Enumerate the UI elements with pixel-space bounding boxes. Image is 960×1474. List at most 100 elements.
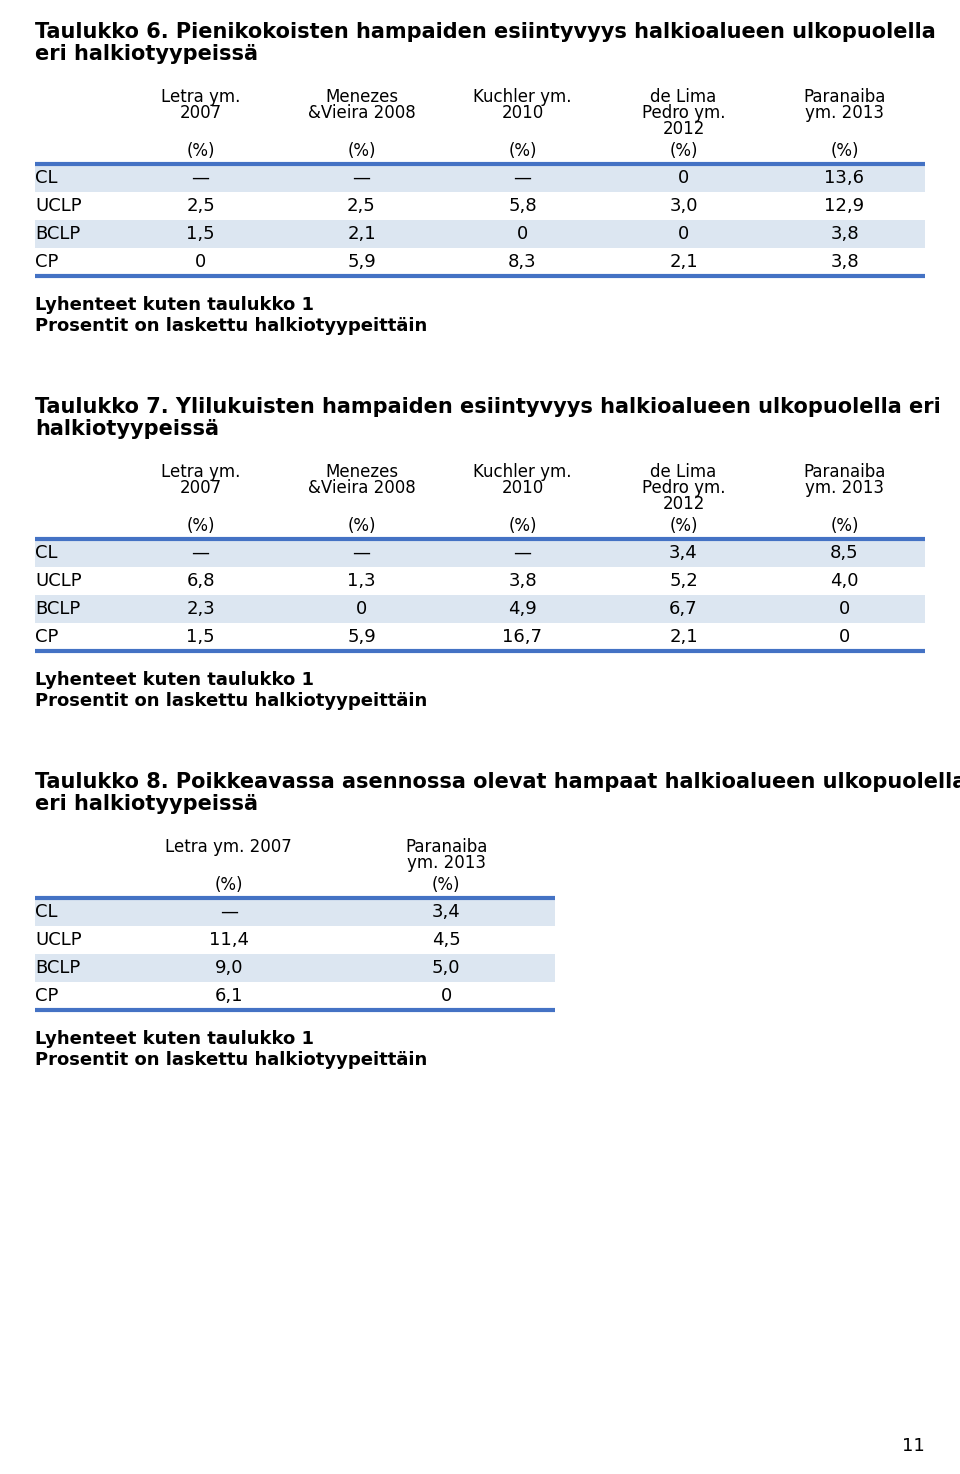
Text: 2012: 2012 xyxy=(662,119,705,139)
Text: 5,2: 5,2 xyxy=(669,572,698,590)
Text: —: — xyxy=(191,544,209,562)
Text: Kuchler ym.: Kuchler ym. xyxy=(473,463,572,481)
Text: 5,8: 5,8 xyxy=(508,198,537,215)
Text: Prosentit on laskettu halkiotyypeittäin: Prosentit on laskettu halkiotyypeittäin xyxy=(35,317,427,335)
Text: 2010: 2010 xyxy=(501,105,543,122)
Text: Prosentit on laskettu halkiotyypeittäin: Prosentit on laskettu halkiotyypeittäin xyxy=(35,691,427,710)
Text: ym. 2013: ym. 2013 xyxy=(805,479,884,497)
Bar xyxy=(35,624,925,652)
Text: Paranaiba: Paranaiba xyxy=(405,839,488,856)
Text: Taulukko 8. Poikkeavassa asennossa olevat hampaat halkioalueen ulkopuolella: Taulukko 8. Poikkeavassa asennossa oleva… xyxy=(35,772,960,792)
Text: 0: 0 xyxy=(678,226,689,243)
Text: Lyhenteet kuten taulukko 1: Lyhenteet kuten taulukko 1 xyxy=(35,671,314,688)
Text: Taulukko 6. Pienikokoisten hampaiden esiintyvyys halkioalueen ulkopuolella: Taulukko 6. Pienikokoisten hampaiden esi… xyxy=(35,22,936,41)
Text: CP: CP xyxy=(35,988,59,1005)
Text: —: — xyxy=(352,544,371,562)
Text: Lyhenteet kuten taulukko 1: Lyhenteet kuten taulukko 1 xyxy=(35,1030,314,1048)
Text: CP: CP xyxy=(35,628,59,646)
Text: Kuchler ym.: Kuchler ym. xyxy=(473,88,572,106)
Text: 5,9: 5,9 xyxy=(348,628,376,646)
Text: BCLP: BCLP xyxy=(35,960,81,977)
Text: (%): (%) xyxy=(432,876,461,895)
Text: 8,3: 8,3 xyxy=(508,254,537,271)
Text: 6,1: 6,1 xyxy=(214,988,243,1005)
Text: (%): (%) xyxy=(830,517,859,535)
Text: Pedro ym.: Pedro ym. xyxy=(641,479,725,497)
Text: 13,6: 13,6 xyxy=(825,170,865,187)
Text: 1,3: 1,3 xyxy=(348,572,375,590)
Text: 0: 0 xyxy=(516,226,528,243)
Text: 0: 0 xyxy=(441,988,452,1005)
Text: Letra ym.: Letra ym. xyxy=(161,88,240,106)
Text: 2012: 2012 xyxy=(662,495,705,513)
Bar xyxy=(35,220,925,248)
Text: 3,8: 3,8 xyxy=(830,226,859,243)
Text: Lyhenteet kuten taulukko 1: Lyhenteet kuten taulukko 1 xyxy=(35,296,314,314)
Text: 3,8: 3,8 xyxy=(830,254,859,271)
Text: Prosentit on laskettu halkiotyypeittäin: Prosentit on laskettu halkiotyypeittäin xyxy=(35,1051,427,1069)
Text: halkiotyypeissä: halkiotyypeissä xyxy=(35,419,219,439)
Text: Paranaiba: Paranaiba xyxy=(804,88,886,106)
Text: 2007: 2007 xyxy=(180,105,222,122)
Text: 4,9: 4,9 xyxy=(508,600,537,618)
Text: (%): (%) xyxy=(214,876,243,895)
Text: —: — xyxy=(352,170,371,187)
Text: 11,4: 11,4 xyxy=(208,932,249,949)
Text: (%): (%) xyxy=(508,517,537,535)
Text: 3,0: 3,0 xyxy=(669,198,698,215)
Text: 8,5: 8,5 xyxy=(830,544,859,562)
Text: Taulukko 7. Ylilukuisten hampaiden esiintyvyys halkioalueen ulkopuolella eri: Taulukko 7. Ylilukuisten hampaiden esiin… xyxy=(35,397,941,417)
Text: 0: 0 xyxy=(839,628,851,646)
Text: —: — xyxy=(191,170,209,187)
Text: Letra ym.: Letra ym. xyxy=(161,463,240,481)
Bar xyxy=(35,192,925,220)
Text: (%): (%) xyxy=(348,142,375,161)
Bar xyxy=(35,954,555,982)
Text: de Lima: de Lima xyxy=(650,463,716,481)
Text: Menezes: Menezes xyxy=(324,463,398,481)
Text: 11: 11 xyxy=(902,1437,925,1455)
Text: (%): (%) xyxy=(186,517,215,535)
Text: 5,9: 5,9 xyxy=(348,254,376,271)
Bar xyxy=(35,982,555,1010)
Bar xyxy=(35,539,925,567)
Text: 9,0: 9,0 xyxy=(214,960,243,977)
Text: 3,8: 3,8 xyxy=(508,572,537,590)
Text: UCLP: UCLP xyxy=(35,932,82,949)
Text: 0: 0 xyxy=(678,170,689,187)
Text: 2007: 2007 xyxy=(180,479,222,497)
Text: 4,5: 4,5 xyxy=(432,932,461,949)
Bar xyxy=(35,595,925,624)
Text: —: — xyxy=(514,544,532,562)
Text: Menezes: Menezes xyxy=(324,88,398,106)
Text: 2,1: 2,1 xyxy=(348,226,375,243)
Text: (%): (%) xyxy=(830,142,859,161)
Bar xyxy=(35,898,555,926)
Text: &Vieira 2008: &Vieira 2008 xyxy=(307,105,416,122)
Text: &Vieira 2008: &Vieira 2008 xyxy=(307,479,416,497)
Text: BCLP: BCLP xyxy=(35,600,81,618)
Text: UCLP: UCLP xyxy=(35,198,82,215)
Text: (%): (%) xyxy=(508,142,537,161)
Text: 2,3: 2,3 xyxy=(186,600,215,618)
Text: CL: CL xyxy=(35,170,58,187)
Text: de Lima: de Lima xyxy=(650,88,716,106)
Text: (%): (%) xyxy=(669,517,698,535)
Text: 6,8: 6,8 xyxy=(186,572,215,590)
Text: Letra ym. 2007: Letra ym. 2007 xyxy=(165,839,292,856)
Text: (%): (%) xyxy=(348,517,375,535)
Text: 3,4: 3,4 xyxy=(432,904,461,921)
Text: 2,5: 2,5 xyxy=(348,198,376,215)
Text: (%): (%) xyxy=(186,142,215,161)
Text: 12,9: 12,9 xyxy=(825,198,865,215)
Text: 1,5: 1,5 xyxy=(186,628,215,646)
Text: Pedro ym.: Pedro ym. xyxy=(641,105,725,122)
Text: eri halkiotyypeissä: eri halkiotyypeissä xyxy=(35,794,258,814)
Bar xyxy=(35,248,925,276)
Text: 5,0: 5,0 xyxy=(432,960,461,977)
Text: 1,5: 1,5 xyxy=(186,226,215,243)
Text: 0: 0 xyxy=(356,600,367,618)
Text: 4,0: 4,0 xyxy=(830,572,859,590)
Bar xyxy=(35,567,925,595)
Text: CL: CL xyxy=(35,544,58,562)
